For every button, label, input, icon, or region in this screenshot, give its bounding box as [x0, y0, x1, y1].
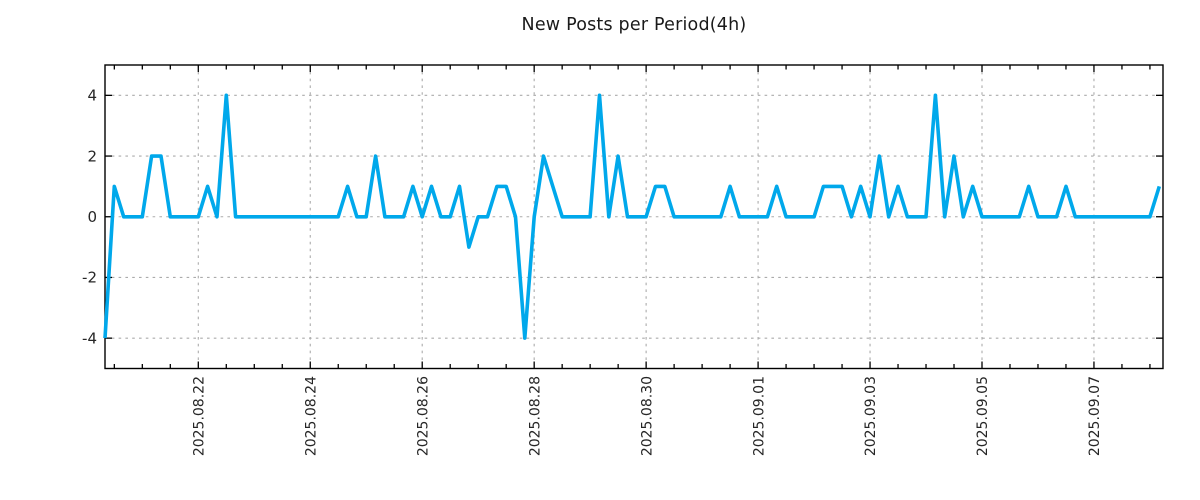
- x-tick-label: 2025.09.01: [751, 376, 767, 456]
- y-tick-label: 4: [87, 87, 97, 105]
- axis-ticks: [105, 65, 1163, 369]
- x-tick-label: 2025.09.07: [1087, 376, 1103, 456]
- x-tick-label: 2025.09.03: [863, 376, 879, 456]
- x-tick-label: 2025.08.28: [527, 376, 543, 456]
- x-tick-label: 2025.09.05: [975, 376, 991, 456]
- y-tick-label: -4: [82, 329, 97, 347]
- x-axis-labels: 2025.08.22 2025.08.24 2025.08.26 2025.08.28…: [191, 376, 1103, 456]
- x-tick-label: 2025.08.26: [415, 376, 431, 456]
- plot-border: [104, 64, 1164, 370]
- y-tick-label: 2: [87, 147, 97, 165]
- x-tick-label: 2025.08.22: [191, 376, 207, 456]
- series-line: [103, 93, 1162, 340]
- y-axis-labels: -4 -2 0 2 4: [82, 87, 97, 348]
- y-tick-label: -2: [82, 269, 97, 287]
- x-tick-label: 2025.08.30: [639, 376, 655, 456]
- chart-title: New Posts per Period(4h): [521, 15, 747, 35]
- y-tick-label: 0: [87, 208, 97, 226]
- x-tick-label: 2025.08.24: [303, 376, 319, 456]
